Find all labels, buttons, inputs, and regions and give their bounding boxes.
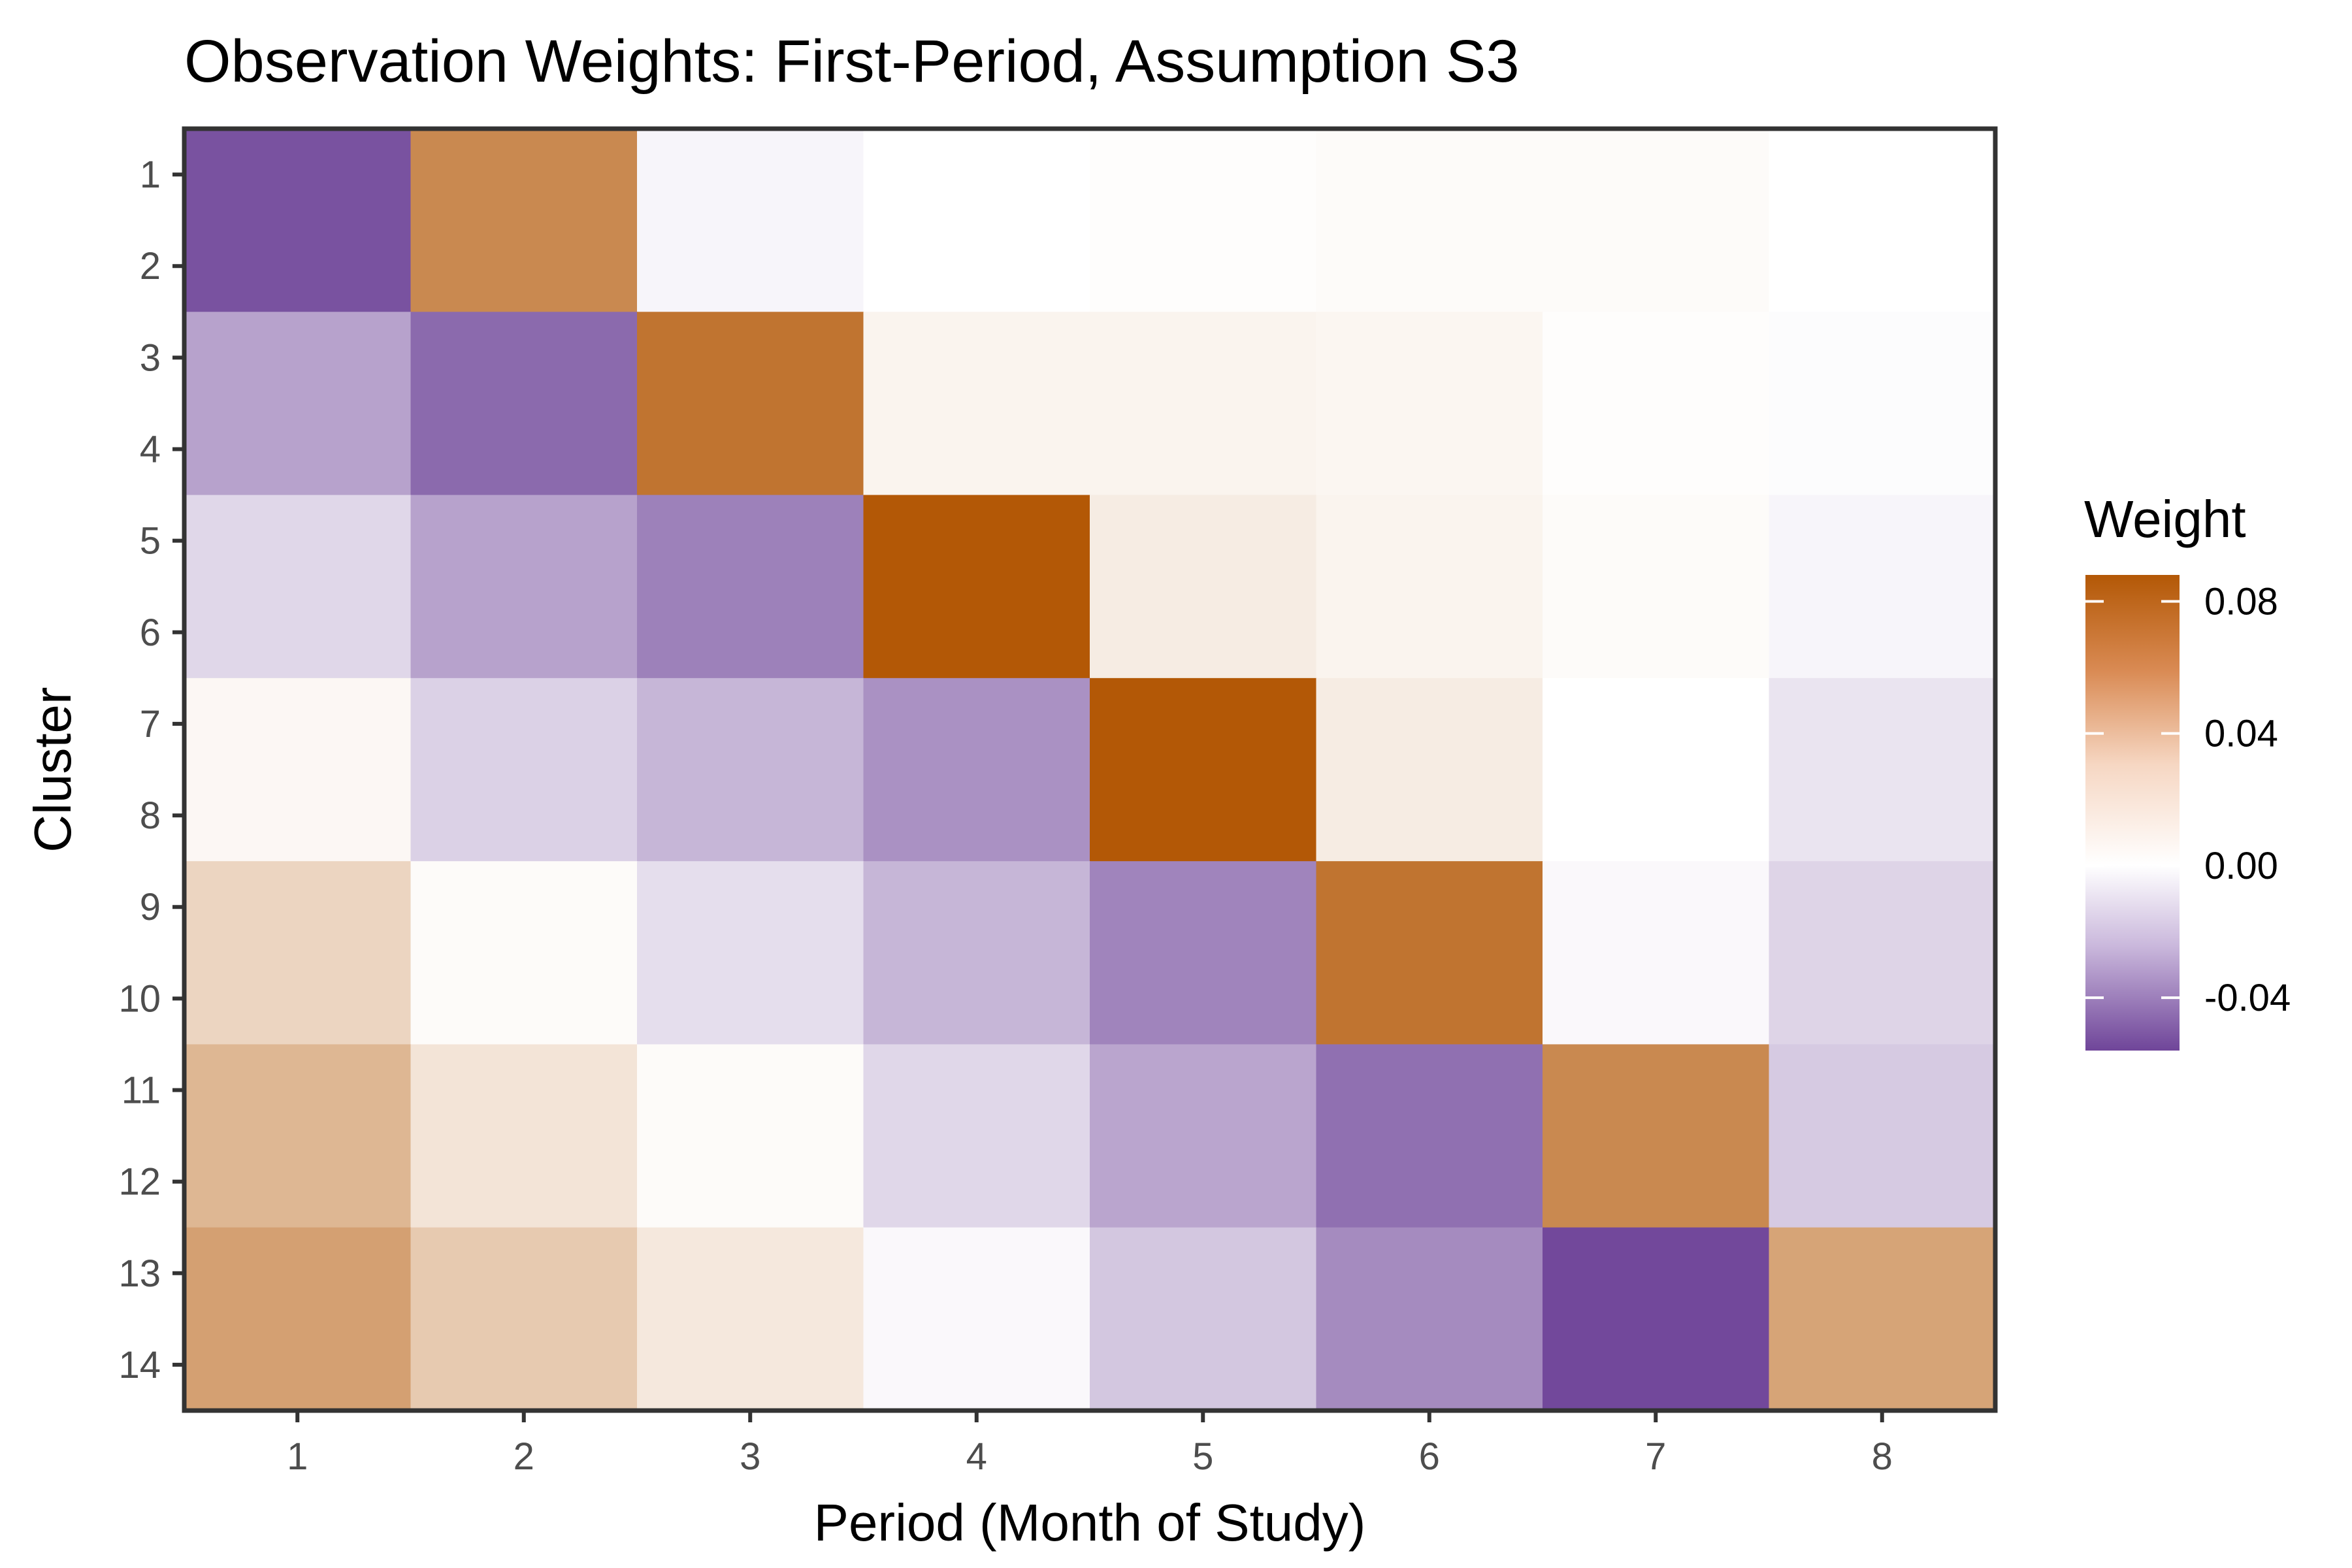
heatmap-cell <box>1769 129 1996 313</box>
y-tick-label: 2 <box>140 245 161 287</box>
y-tick-label: 5 <box>140 520 161 563</box>
y-tick-label: 10 <box>118 977 161 1020</box>
heatmap-cell <box>637 1044 864 1228</box>
heatmap-cell <box>184 861 412 1045</box>
heatmap-cell <box>1769 312 1996 496</box>
heatmap-cell <box>1090 495 1317 679</box>
plot-panel-border <box>182 126 1998 1413</box>
y-tick-label: 3 <box>140 336 161 379</box>
y-tick-label: 4 <box>140 429 161 471</box>
heatmap-cell <box>637 129 864 313</box>
y-tick-label: 7 <box>140 703 161 745</box>
legend-colorbar <box>2085 575 2180 1051</box>
heatmap-cell <box>863 1227 1090 1411</box>
heatmap-cell <box>863 1044 1090 1228</box>
heatmap-cell <box>1090 861 1317 1045</box>
legend-ticks: 0.08 0.04 0.00 -0.04 <box>2085 580 2291 1019</box>
y-tick-label: 6 <box>140 612 161 654</box>
heatmap-cell <box>410 1227 638 1411</box>
y-tick-label: 13 <box>118 1252 161 1295</box>
heatmap-cell <box>410 678 638 862</box>
heatmap-cell <box>1316 1044 1543 1228</box>
y-tick-label: 1 <box>140 154 161 196</box>
x-axis-title: Period (Month of Study) <box>814 1494 1366 1552</box>
heatmap-cell <box>863 312 1090 496</box>
x-tick-label: 1 <box>287 1435 308 1478</box>
legend-tick-label: -0.04 <box>2204 977 2291 1019</box>
heatmap-cell <box>863 495 1090 679</box>
heatmap-cell <box>410 495 638 679</box>
legend-tick-label: 0.08 <box>2204 580 2278 623</box>
y-axis-title: Cluster <box>24 687 82 852</box>
legend-tick-label: 0.04 <box>2204 713 2278 755</box>
heatmap-cell <box>863 861 1090 1045</box>
x-tick-label: 8 <box>1872 1435 1893 1478</box>
heatmap-cell <box>410 312 638 496</box>
heatmap-cell <box>1543 1044 1770 1228</box>
heatmap-cell <box>1316 495 1543 679</box>
heatmap-cell <box>410 1044 638 1228</box>
heatmap-cell <box>1316 129 1543 313</box>
heatmap-cell <box>1090 678 1317 862</box>
y-tick-label: 11 <box>122 1070 161 1112</box>
x-tick-label: 2 <box>514 1435 534 1478</box>
heatmap-cell <box>1769 1227 1996 1411</box>
heatmap-cell <box>1090 312 1317 496</box>
heatmap-cell <box>1316 678 1543 862</box>
heatmap-cell <box>1769 861 1996 1045</box>
heatmap-cell <box>184 495 412 679</box>
heatmap-cell <box>1543 1227 1770 1411</box>
y-tick-label: 14 <box>118 1344 161 1386</box>
heatmap-cell <box>637 495 864 679</box>
heatmap-cell <box>1769 678 1996 862</box>
heatmap-cell <box>184 1227 412 1411</box>
heatmap-cell <box>1543 495 1770 679</box>
heatmap-cell <box>1316 861 1543 1045</box>
heatmap-cell <box>1090 129 1317 313</box>
heatmap-cell <box>1090 1044 1317 1228</box>
heatmap-cell <box>637 678 864 862</box>
heatmap-cell <box>1769 1044 1996 1228</box>
heatmap-cell <box>1769 495 1996 679</box>
heatmap-cell <box>863 678 1090 862</box>
y-tick-label: 12 <box>118 1161 161 1203</box>
legend-tick-label: 0.00 <box>2204 845 2278 887</box>
heatmap-cell <box>1543 129 1770 313</box>
heatmap-cell <box>637 1227 864 1411</box>
y-tick-label: 8 <box>140 794 161 837</box>
heatmap-cell <box>1316 312 1543 496</box>
legend-title: Weight <box>2084 490 2246 548</box>
heatmap-cell <box>410 861 638 1045</box>
heatmap-cell <box>184 129 412 313</box>
x-tick-label: 5 <box>1192 1435 1213 1478</box>
heatmap-cell <box>863 129 1090 313</box>
heatmap-cell <box>637 312 864 496</box>
heatmap-cell <box>1316 1227 1543 1411</box>
chart-title: Observation Weights: First-Period, Assum… <box>184 28 1520 95</box>
heatmap-cell <box>1543 312 1770 496</box>
x-axis: 1 2 3 4 5 6 7 8 <box>287 1411 1893 1478</box>
x-tick-label: 7 <box>1645 1435 1666 1478</box>
x-tick-label: 3 <box>740 1435 760 1478</box>
y-tick-label: 9 <box>140 886 161 928</box>
x-tick-label: 4 <box>966 1435 987 1478</box>
legend: Weight 0.08 0.04 0.00 -0.04 <box>2084 490 2291 1051</box>
x-tick-label: 6 <box>1419 1435 1440 1478</box>
heatmap-cell <box>1543 861 1770 1045</box>
heatmap-cells <box>184 129 1996 1411</box>
heatmap-cell <box>410 129 638 313</box>
heatmap-cell <box>637 861 864 1045</box>
heatmap-cell <box>184 312 412 496</box>
heatmap-cell <box>1543 678 1770 862</box>
heatmap-cell <box>184 1044 412 1228</box>
heatmap-cell <box>184 678 412 862</box>
heatmap-cell <box>1090 1227 1317 1411</box>
